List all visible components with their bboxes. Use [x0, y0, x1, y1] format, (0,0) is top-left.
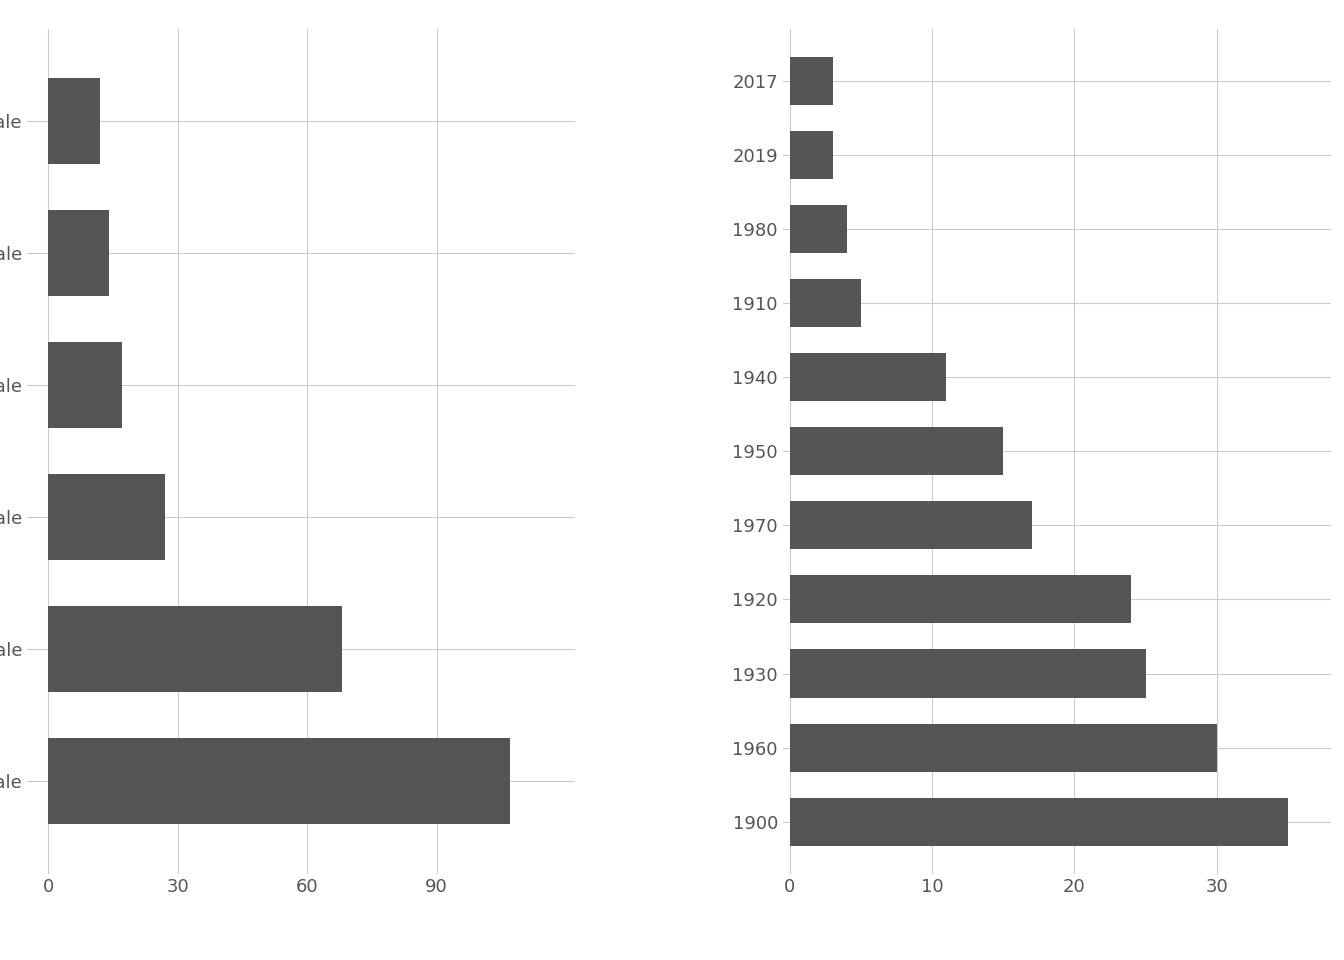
- Bar: [790, 798, 1288, 846]
- Bar: [48, 343, 122, 428]
- Bar: [790, 427, 1004, 475]
- Bar: [790, 724, 1216, 772]
- Bar: [48, 79, 101, 164]
- Bar: [48, 210, 109, 296]
- Bar: [790, 57, 832, 105]
- Bar: [48, 738, 509, 824]
- Bar: [790, 353, 946, 401]
- Bar: [790, 131, 832, 179]
- Bar: [790, 204, 847, 253]
- Bar: [790, 279, 862, 327]
- Bar: [790, 649, 1145, 698]
- Bar: [48, 474, 165, 560]
- Bar: [48, 607, 341, 692]
- Bar: [790, 501, 1032, 549]
- Bar: [790, 575, 1132, 623]
